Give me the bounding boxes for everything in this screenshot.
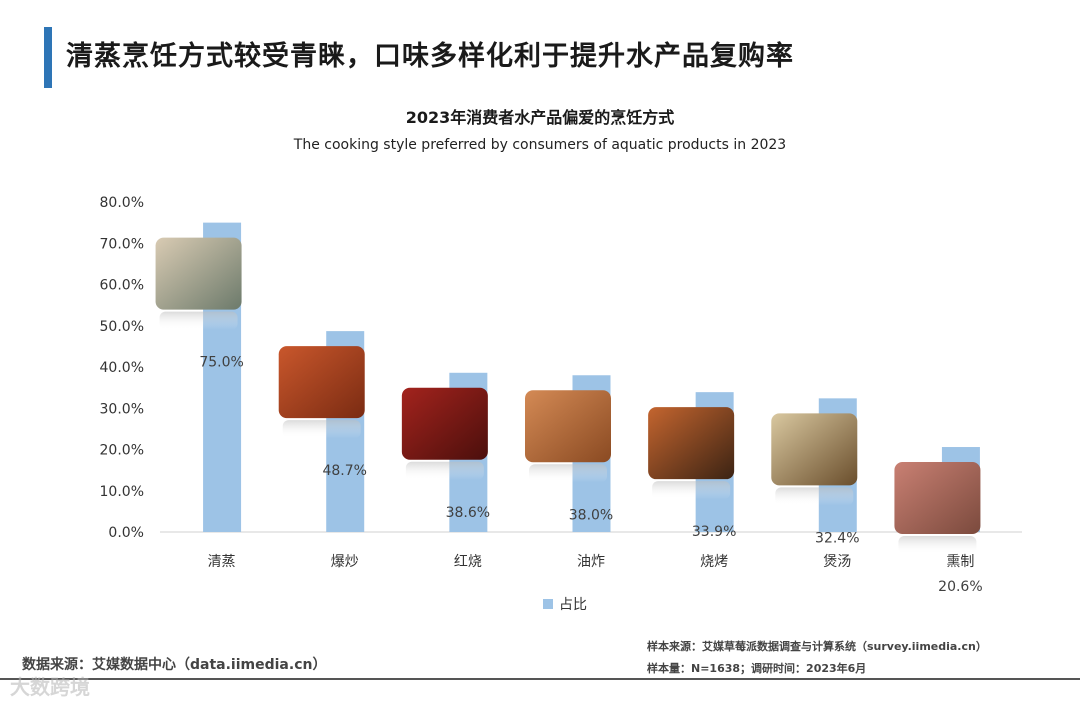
title-accent-bar: [44, 27, 52, 88]
legend-swatch: [543, 599, 553, 609]
x-tick-label: 熏制: [946, 554, 974, 570]
food-image-reflection: [405, 461, 484, 480]
food-image-grilled-skewers: [648, 407, 735, 480]
chart-title: 2023年消费者水产品偏爱的烹饪方式: [405, 108, 675, 127]
data-label: 48.7%: [322, 463, 366, 479]
data-label: 38.6%: [446, 505, 490, 521]
y-tick-label: 50.0%: [100, 319, 144, 335]
food-image-braised-abalone: [401, 387, 488, 460]
x-tick-label: 清蒸: [208, 554, 236, 570]
data-label: 32.4%: [815, 530, 859, 546]
data-label: 75.0%: [199, 355, 243, 371]
y-tick-label: 60.0%: [100, 278, 144, 294]
sample-source: 样本来源：艾媒草莓派数据调查与计算系统（survey.iimedia.cn）: [647, 640, 987, 653]
food-image-reflection: [159, 311, 238, 330]
food-image-reflection: [282, 420, 361, 439]
y-tick-label: 30.0%: [100, 401, 144, 417]
x-tick-label: 油炸: [577, 554, 605, 570]
data-label: 20.6%: [938, 579, 982, 595]
data-label: 38.0%: [569, 507, 613, 523]
sample-size: 样本量：N=1638；调研时间：2023年6月: [647, 662, 867, 675]
food-image-seafood-soup: [771, 413, 858, 486]
data-label: 33.9%: [692, 524, 736, 540]
food-image-fried-shrimp: [525, 390, 611, 463]
data-source: 数据来源：艾媒数据中心（data.iimedia.cn）: [22, 657, 327, 673]
x-tick-label: 烧烤: [700, 554, 728, 570]
y-tick-label: 80.0%: [100, 195, 144, 211]
y-tick-label: 70.0%: [100, 236, 144, 252]
sample-info: 样本来源：艾媒草莓派数据调查与计算系统（survey.iimedia.cn） 样…: [647, 636, 987, 680]
x-tick-label: 爆炒: [331, 554, 359, 570]
chart-subtitle: The cooking style preferred by consumers…: [293, 137, 787, 153]
y-tick-label: 40.0%: [100, 360, 144, 376]
x-tick-label: 红烧: [454, 554, 482, 570]
y-tick-label: 10.0%: [100, 484, 144, 500]
food-image-reflection: [898, 536, 977, 555]
x-tick-label: 煲汤: [823, 553, 851, 570]
page-title: 清蒸烹饪方式较受青睐，口味多样化利于提升水产品复购率: [66, 41, 794, 72]
watermark: 大数跨境: [10, 675, 90, 699]
food-image-seafood-platter: [155, 237, 242, 310]
food-image-reflection: [775, 487, 854, 506]
food-image-smoked-meat: [894, 462, 981, 535]
food-image-reflection: [529, 464, 607, 483]
y-tick-label: 0.0%: [108, 525, 144, 541]
footer-divider: [0, 678, 1080, 680]
y-tick-label: 20.0%: [100, 443, 144, 459]
food-image-reflection: [652, 481, 731, 500]
legend-label: 占比: [559, 597, 587, 613]
food-image-stir-fried-crab: [278, 346, 365, 419]
chart-legend: 占比: [543, 594, 587, 614]
